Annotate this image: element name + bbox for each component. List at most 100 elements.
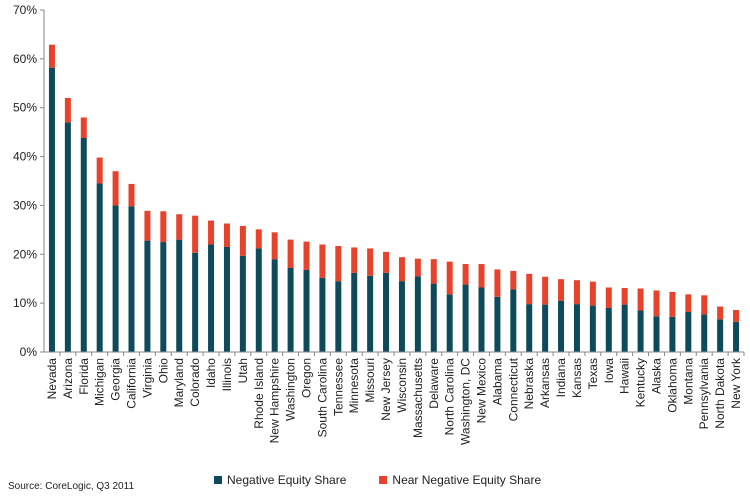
y-tick-label: 50% [13, 101, 37, 115]
x-category-label: Massachusetts [411, 358, 425, 438]
x-category-label: Maryland [172, 358, 186, 407]
bar-negative-equity [430, 283, 437, 352]
bar-near-negative-equity [669, 291, 676, 317]
bar-near-negative-equity [558, 279, 565, 301]
x-category-label: Delaware [427, 358, 441, 409]
bar-near-negative-equity [653, 290, 660, 317]
bar-near-negative-equity [589, 281, 596, 306]
x-category-label: Hawaii [618, 358, 632, 394]
x-category-label: Indiana [554, 358, 568, 398]
legend-swatch-near-negative-equity [379, 476, 388, 484]
bar-negative-equity [414, 276, 421, 352]
bar-negative-equity [144, 240, 151, 352]
bar-near-negative-equity [176, 214, 183, 240]
x-category-label: South Carolina [315, 358, 329, 438]
x-category-label: North Dakota [713, 358, 727, 429]
bar-negative-equity [478, 287, 485, 352]
bar-negative-equity [653, 316, 660, 352]
x-category-label: Nevada [45, 358, 59, 400]
bar-near-negative-equity [303, 241, 310, 270]
x-category-label: Washington [284, 358, 298, 421]
bar-negative-equity [494, 296, 501, 352]
bar-series-group [48, 44, 740, 352]
bar-negative-equity [462, 284, 469, 352]
bar-near-negative-equity [510, 270, 517, 290]
bar-near-negative-equity [367, 248, 374, 276]
x-category-label: New Jersey [379, 358, 393, 421]
bar-near-negative-equity [383, 251, 390, 273]
bar-near-negative-equity [414, 258, 421, 277]
bar-near-negative-equity [573, 280, 580, 305]
legend-label-negative-equity: Negative Equity Share [227, 473, 347, 487]
bar-near-negative-equity [192, 215, 199, 253]
bar-near-negative-equity [462, 264, 469, 285]
bar-near-negative-equity [398, 257, 405, 282]
bar-negative-equity [542, 304, 549, 352]
bar-near-negative-equity [96, 157, 103, 184]
bar-near-negative-equity [526, 273, 533, 305]
bar-near-negative-equity [112, 171, 119, 206]
x-category-label: Idaho [204, 358, 218, 388]
bar-negative-equity [701, 314, 708, 352]
bar-near-negative-equity [64, 97, 71, 123]
bar-negative-equity [637, 310, 644, 352]
bar-negative-equity [510, 289, 517, 352]
bar-near-negative-equity [319, 244, 326, 278]
bar-near-negative-equity [287, 239, 294, 268]
bar-negative-equity [367, 275, 374, 352]
x-category-label: Oklahoma [665, 358, 679, 413]
bar-negative-equity [335, 281, 342, 352]
bar-near-negative-equity [542, 276, 549, 305]
bar-negative-equity [319, 277, 326, 352]
y-tick-label: 60% [13, 52, 37, 66]
bar-near-negative-equity [637, 288, 644, 311]
x-category-label: California [125, 358, 139, 409]
bar-negative-equity [526, 304, 533, 352]
x-category-label: Iowa [602, 358, 616, 384]
bar-near-negative-equity [717, 306, 724, 320]
y-tick-label: 70% [13, 3, 37, 17]
bar-near-negative-equity [128, 183, 135, 207]
bar-near-negative-equity [701, 295, 708, 315]
bar-negative-equity [717, 319, 724, 352]
bar-negative-equity [303, 269, 310, 352]
x-axis: Nevada Arizona Florida Michigan Georgia Calif… [44, 351, 745, 445]
legend-swatch-negative-equity [214, 476, 222, 484]
bar-negative-equity [573, 304, 580, 352]
x-category-label: Florida [77, 358, 91, 395]
bar-negative-equity [223, 246, 230, 352]
bar-negative-equity [271, 259, 278, 352]
x-category-label: Minnesota [347, 358, 361, 414]
bar-negative-equity [176, 239, 183, 352]
bar-negative-equity [589, 305, 596, 352]
bar-near-negative-equity [271, 232, 278, 260]
y-tick-label: 20% [13, 247, 37, 261]
x-category-label: Connecticut [506, 357, 520, 421]
x-category-label: Illinois [220, 358, 234, 391]
bar-near-negative-equity [478, 264, 485, 288]
source-note: Source: CoreLogic, Q3 2011 [8, 481, 135, 492]
bar-negative-equity [685, 311, 692, 352]
bar-negative-equity [96, 183, 103, 352]
x-category-label: Wisconsin [395, 358, 409, 413]
bar-negative-equity [208, 244, 215, 352]
bar-negative-equity [255, 248, 262, 352]
bar-negative-equity [605, 308, 612, 352]
bar-negative-equity [112, 205, 119, 352]
x-category-label: New Hampshire [268, 358, 282, 444]
bar-near-negative-equity [223, 223, 230, 247]
legend-item-negative-equity: Negative Equity Share [214, 473, 346, 487]
x-category-label: Washington, DC [459, 358, 473, 445]
bar-negative-equity [398, 281, 405, 352]
x-category-label: Georgia [109, 358, 123, 401]
bar-negative-equity [621, 304, 628, 352]
bar-near-negative-equity [446, 261, 453, 295]
bar-near-negative-equity [208, 220, 215, 245]
x-category-label: Alaska [650, 358, 664, 394]
bar-negative-equity [287, 267, 294, 352]
x-category-label: Oregon [300, 358, 314, 398]
bar-negative-equity [80, 138, 87, 352]
legend-label-near-negative-equity: Near Negative Equity Share [392, 473, 542, 487]
bar-negative-equity [160, 242, 167, 352]
